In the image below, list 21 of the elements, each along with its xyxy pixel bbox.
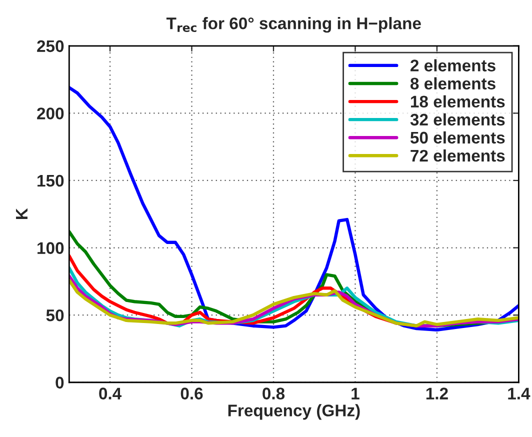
legend-label: 18 elements	[410, 95, 505, 108]
legend-label: 2 elements	[410, 59, 496, 72]
legend-label: 8 elements	[410, 77, 496, 90]
y-tick-label: 200	[37, 108, 64, 120]
legend-label: 32 elements	[410, 113, 505, 126]
chart-title: T$_{rec}$ for 60° scanning in H−plane	[166, 17, 421, 33]
x-tick-label: 1.2	[426, 388, 448, 400]
legend-label: 50 elements	[410, 131, 505, 144]
y-tick-label: 0	[56, 376, 64, 389]
x-tick-label: 0.4	[99, 388, 122, 400]
x-axis-title: Frequency (GHz)	[228, 404, 360, 420]
x-tick-label: 0.6	[180, 388, 203, 400]
y-tick-label: 100	[38, 242, 64, 254]
legend-label: 72 elements	[410, 149, 505, 162]
y-axis-title: K	[16, 208, 28, 220]
y-tick-label: 50	[46, 309, 64, 322]
y-tick-label: 150	[38, 174, 64, 187]
x-tick-label: 1	[352, 388, 360, 400]
x-tick-label: 1.4	[508, 388, 530, 400]
x-tick-label: 0.8	[262, 388, 285, 400]
y-tick-label: 250	[37, 40, 64, 52]
